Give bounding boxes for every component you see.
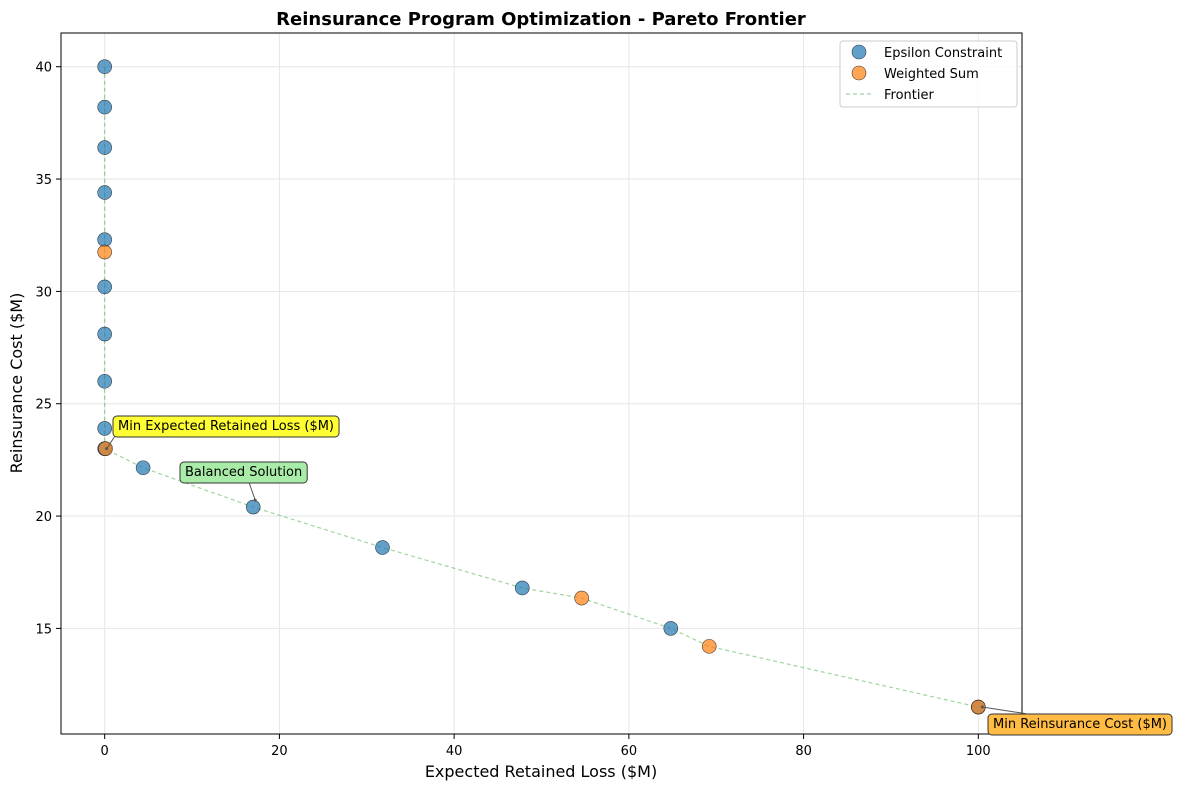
epsilon-constraint-point — [245, 499, 261, 515]
grid — [61, 33, 1022, 734]
epsilon-constraint-point — [97, 279, 112, 295]
plot-frame — [60, 32, 1023, 735]
epsilon-constraint-point — [135, 460, 151, 476]
y-axis-label: Reinsurance Cost ($M) — [7, 293, 26, 474]
weighted-sum-point — [97, 244, 112, 260]
epsilon-constraint-point — [97, 326, 112, 342]
annotations: Min Expected Retained Loss ($M) Balanced … — [105, 415, 1173, 736]
epsilon-constraint-point — [97, 59, 112, 75]
y-tick-label: 35 — [35, 173, 52, 188]
epsilon-constraint-point — [97, 232, 112, 248]
y-tick-label: 20 — [35, 510, 52, 525]
legend-box — [839, 40, 1018, 108]
epsilon-constraint-point — [97, 421, 112, 436]
legend-marker — [851, 44, 867, 60]
annotation-arrowhead — [980, 705, 984, 709]
legend-label: Frontier — [884, 88, 934, 103]
weighted-sum-point — [574, 590, 589, 606]
x-tick-label: 100 — [966, 744, 991, 759]
y-tick-label: 40 — [35, 61, 52, 76]
annotation-label: Balanced Solution — [185, 465, 302, 480]
y-tick-label: 15 — [35, 622, 52, 637]
annotation-arrow — [106, 435, 116, 449]
x-axis-label: Expected Retained Loss ($M) — [425, 762, 657, 781]
annotation-arrowhead — [105, 447, 109, 451]
annotation-arrow — [982, 706, 1029, 715]
x-tick-label: 40 — [446, 744, 463, 759]
epsilon-constraint-point — [97, 140, 112, 155]
x-tick-label: 0 — [101, 744, 109, 759]
x-tick-label: 80 — [795, 744, 812, 759]
y-tick-label: 25 — [35, 398, 52, 413]
annotation: Min Reinsurance Cost ($M) — [980, 705, 1173, 736]
epsilon-constraint-point — [97, 99, 112, 115]
legend: Epsilon Constraint Weighted Sum Frontier — [839, 40, 1018, 108]
legend-label: Epsilon Constraint — [884, 46, 1002, 61]
legend-marker — [851, 65, 867, 81]
axis-ticks: 0 20 40 60 80 100 15 20 25 30 35 40 — [35, 61, 990, 759]
annotation-arrow — [248, 482, 256, 501]
weighted-sum-point — [701, 639, 717, 654]
annotation: Balanced Solution — [179, 461, 308, 502]
y-tick-label: 30 — [35, 285, 52, 300]
annotation-arrowhead — [253, 498, 257, 502]
epsilon-constraint-point — [514, 580, 530, 596]
epsilon-constraint-point — [663, 621, 679, 636]
annotation-label: Min Reinsurance Cost ($M) — [993, 717, 1167, 732]
chart-title: Reinsurance Program Optimization - Paret… — [276, 9, 806, 30]
epsilon-constraint-point — [97, 185, 112, 200]
annotation-box — [112, 415, 340, 438]
x-tick-label: 60 — [621, 744, 638, 759]
epsilon-constraint-point — [375, 540, 390, 555]
annotation: Min Expected Retained Loss ($M) — [105, 415, 340, 451]
epsilon-constraint-point — [97, 373, 112, 389]
legend-label: Weighted Sum — [884, 67, 979, 82]
annotation-label: Min Expected Retained Loss ($M) — [118, 419, 334, 434]
annotation-box — [179, 461, 308, 484]
points-group — [97, 59, 986, 715]
x-tick-label: 20 — [271, 744, 288, 759]
annotation-box — [987, 713, 1173, 736]
